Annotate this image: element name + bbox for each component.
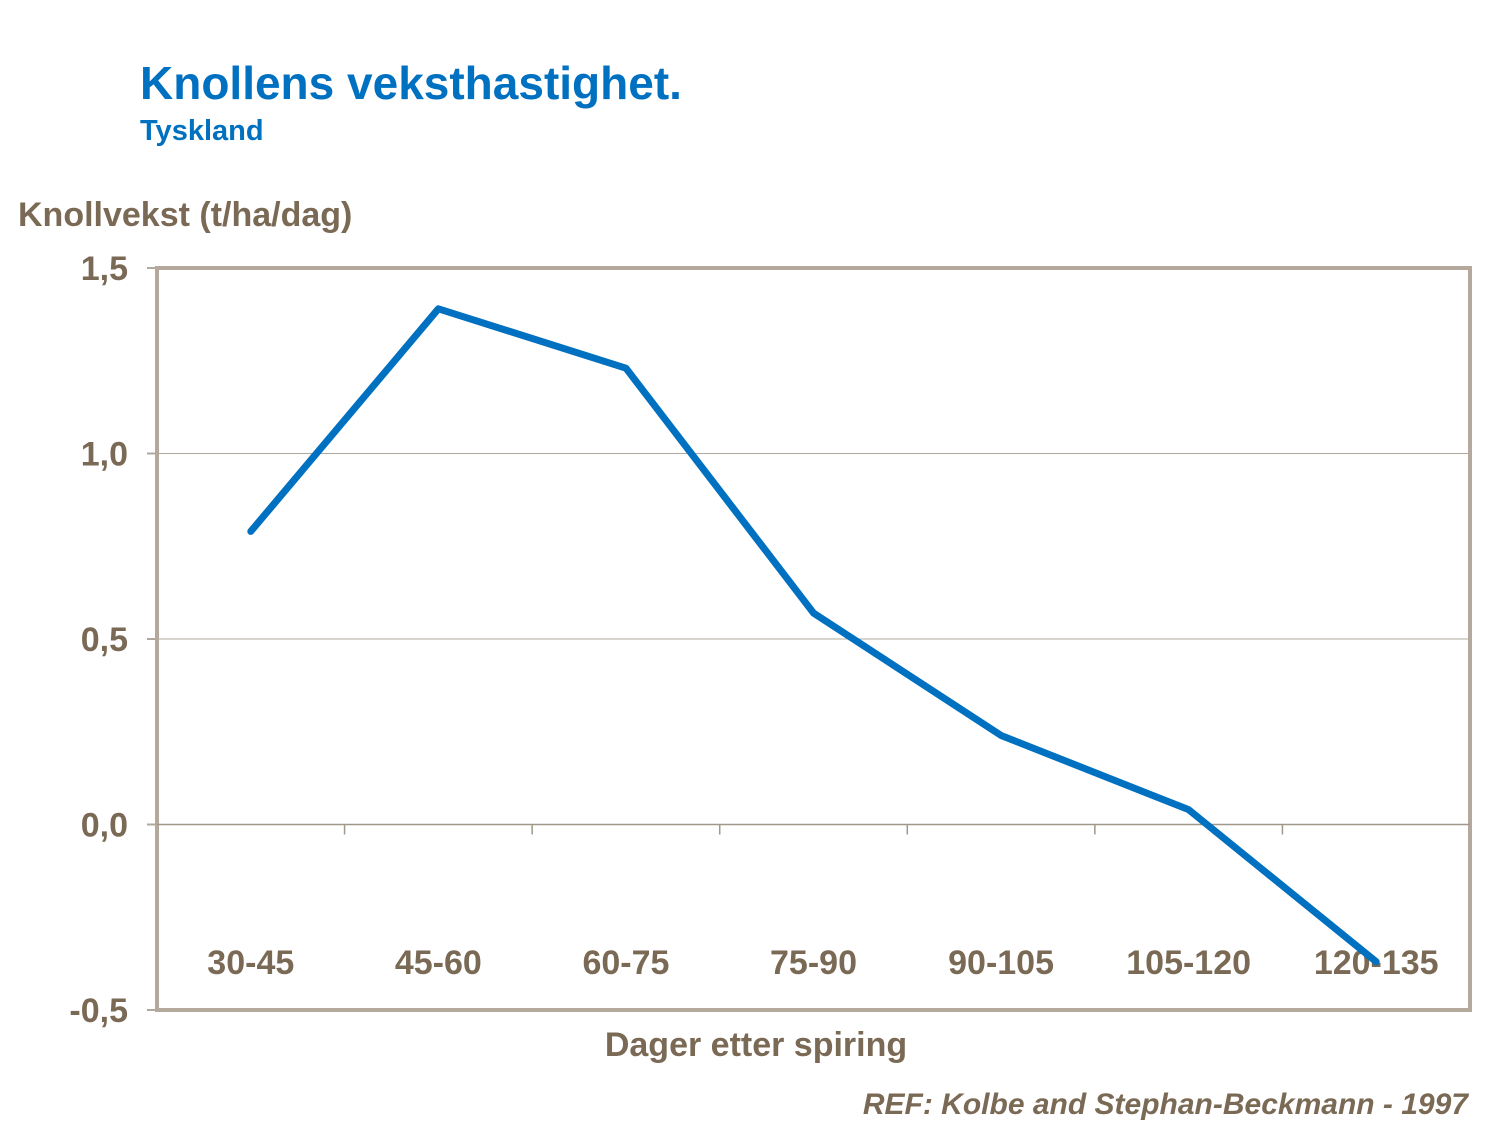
x-axis-label: Dager etter spiring bbox=[604, 1026, 908, 1064]
x-tick-label: 105-120 bbox=[1126, 944, 1251, 982]
x-tick-label: 90-105 bbox=[948, 944, 1054, 982]
data-series-line bbox=[247, 305, 1380, 966]
x-tick-label: 30-45 bbox=[207, 944, 294, 982]
y-tick-label: 0,5 bbox=[81, 621, 128, 659]
chart-title: Knollens veksthastighet. bbox=[140, 57, 682, 109]
chart-subtitle: Tyskland bbox=[140, 115, 264, 147]
x-tick-label: 60-75 bbox=[582, 944, 669, 982]
x-tick-label: 45-60 bbox=[395, 944, 482, 982]
plot-frame bbox=[155, 266, 1472, 1012]
y-tick-label: 0,0 bbox=[81, 807, 128, 845]
y-tick-label: 1,5 bbox=[81, 250, 128, 288]
y-tick-label: -0,5 bbox=[69, 992, 128, 1030]
y-tick-label: 1,0 bbox=[81, 436, 128, 474]
reference-note: REF: Kolbe and Stephan-Beckmann - 1997 bbox=[862, 1088, 1468, 1121]
x-tick-label: 75-90 bbox=[770, 944, 857, 982]
y-axis-label: Knollvekst (t/ha/dag) bbox=[18, 196, 353, 234]
